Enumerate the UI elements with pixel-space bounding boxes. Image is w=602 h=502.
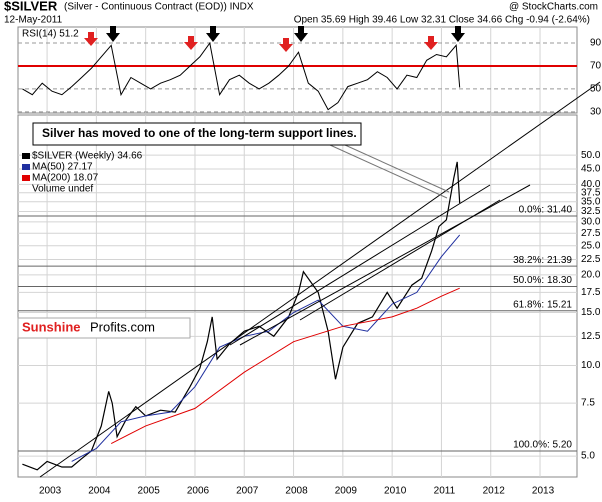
rsi-panel [17,26,578,114]
x-tick-label: 2005 [138,486,161,497]
logo-sunshine: Sunshine [22,319,81,334]
red-arrow [279,38,293,52]
legend-extra: Volume undef [32,184,93,195]
fib-label: 61.8%: 15.21 [513,299,572,310]
red-arrow [184,36,198,50]
y-tick-label: 25.0 [581,240,601,251]
trend-line [229,184,491,346]
y-tick-label: 12.5 [581,331,601,342]
credit: @ StockCharts.com [509,2,598,13]
legend-label: MA(50) 27.17 [32,162,93,173]
logo-box [17,317,191,339]
y-tick-label: 7.5 [581,398,595,409]
y-tick-label: 5.0 [581,451,595,462]
rsi-tick-label: 90 [590,38,602,49]
y-tick-label: 27.5 [581,228,601,239]
legend-swatch [22,153,30,159]
y-tick-label: 15.0 [581,307,601,318]
callout-line [344,144,450,193]
price-panel [17,114,578,478]
x-tick-label: 2007 [236,486,259,497]
black-arrow [106,26,120,42]
y-tick-label: 40.0 [581,179,601,190]
black-arrow [294,26,308,42]
legend-label: $SILVER (Weekly) 34.66 [32,151,143,162]
trend-lines [39,81,601,478]
y-tick-label: 50.0 [581,150,601,161]
legend-swatch [22,164,30,170]
black-arrow [451,26,465,42]
fib-label: 0.0%: 31.40 [519,205,573,216]
date: 12-May-2011 [4,15,63,26]
rsi-line [22,41,461,111]
series-line [71,234,461,462]
x-tick-label: 2009 [335,486,358,497]
trend-line [299,199,501,321]
chart-title: $SILVER [4,0,58,13]
quote: Open 35.69 High 39.46 Low 32.31 Close 34… [294,15,590,26]
trend-line [39,81,601,478]
fib-label: 38.2%: 21.39 [513,255,572,266]
legend-swatch [22,175,30,181]
y-tick-label: 20.0 [581,270,601,281]
y-tick-label: 17.5 [581,287,601,298]
fib-label: 100.0%: 5.20 [513,440,572,451]
x-tick-label: 2012 [483,486,506,497]
y-tick-label: 37.5 [581,187,601,198]
rsi-tick-label: 50 [590,84,602,95]
y-tick-label: 10.0 [581,360,601,371]
trend-line [239,184,531,346]
logo-profits: Profits.com [90,319,155,334]
x-tick-label: 2006 [187,486,210,497]
x-tick-label: 2008 [285,486,308,497]
black-arrow [206,26,220,42]
annotation-box [32,122,362,146]
rsi-label: RSI(14) 51.2 [22,29,79,40]
x-tick-label: 2011 [434,486,456,497]
y-tick-label: 45.0 [581,164,601,175]
chart-subtitle: (Silver - Continuous Contract (EOD)) IND… [64,2,254,13]
y-tick-label: 32.5 [581,206,601,217]
callout-line [329,144,448,199]
y-tick-label: 30.0 [581,217,601,228]
x-tick-label: 2003 [39,486,62,497]
red-arrow [84,32,98,46]
x-tick-label: 2013 [532,486,555,497]
y-tick-label: 22.5 [581,254,601,265]
rsi-tick-label: 70 [590,61,602,72]
rsi-arrows [84,26,465,52]
annotation: Silver has moved to one of the long-term… [42,126,357,140]
fib-label: 50.0%: 18.30 [513,275,572,286]
rsi-tick-label: 30 [590,106,602,117]
legend-label: MA(200) 18.07 [32,173,99,184]
x-tick-label: 2004 [88,486,111,497]
y-tick-label: 35.0 [581,196,601,207]
red-arrow [424,36,438,50]
series-line [110,287,460,445]
x-tick-label: 2010 [384,486,407,497]
